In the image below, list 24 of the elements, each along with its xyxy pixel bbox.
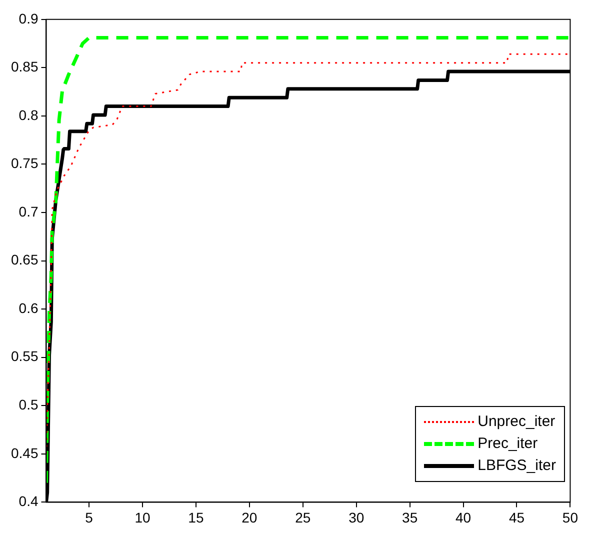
legend-label: LBFGS_iter: [478, 456, 556, 476]
y-tick-label: 0.4: [18, 493, 38, 510]
y-tick-label: 0.45: [11, 444, 38, 461]
x-tick-label: 5: [85, 509, 94, 526]
y-tick-label: 0.55: [11, 348, 38, 364]
y-tick-label: 0.6: [18, 300, 38, 316]
y-tick-label: 0.5: [18, 396, 38, 412]
x-tick-label: 15: [188, 509, 204, 526]
x-tick-label: 10: [134, 509, 150, 526]
y-tick-label: 0.9: [18, 10, 38, 26]
legend-label: Unprec_iter: [478, 412, 556, 432]
y-tick-label: 0.85: [11, 58, 38, 75]
x-tick-label: 25: [295, 509, 311, 526]
x-tick-label: 40: [455, 509, 472, 526]
y-tick-label: 0.8: [18, 106, 38, 123]
x-tick-label: 20: [242, 509, 258, 526]
y-tick-label: 0.65: [11, 252, 38, 268]
y-tick-label: 0.7: [18, 203, 38, 220]
y-tick-label: 0.75: [11, 155, 38, 172]
x-tick-label: 35: [402, 509, 418, 526]
x-tick-label: 45: [508, 509, 525, 526]
x-tick-label: 30: [348, 509, 364, 526]
legend-label: Prec_iter: [478, 434, 538, 454]
x-tick-label: 50: [562, 509, 578, 526]
